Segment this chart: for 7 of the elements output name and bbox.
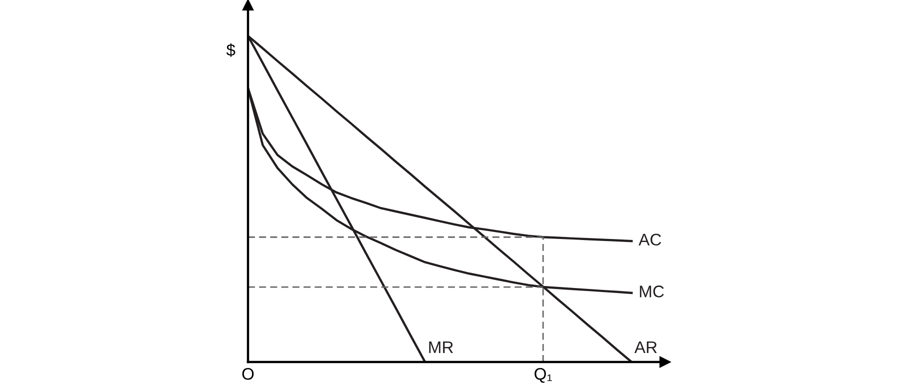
series-label: MR bbox=[429, 342, 453, 353]
x-tick-label: Q₁ bbox=[534, 368, 552, 383]
y-axis-title: $ bbox=[226, 43, 236, 57]
series-label: AC bbox=[638, 234, 662, 246]
x-tick-label: O bbox=[242, 368, 254, 380]
series-label: MC bbox=[640, 286, 664, 298]
series-label: AR bbox=[634, 342, 657, 353]
